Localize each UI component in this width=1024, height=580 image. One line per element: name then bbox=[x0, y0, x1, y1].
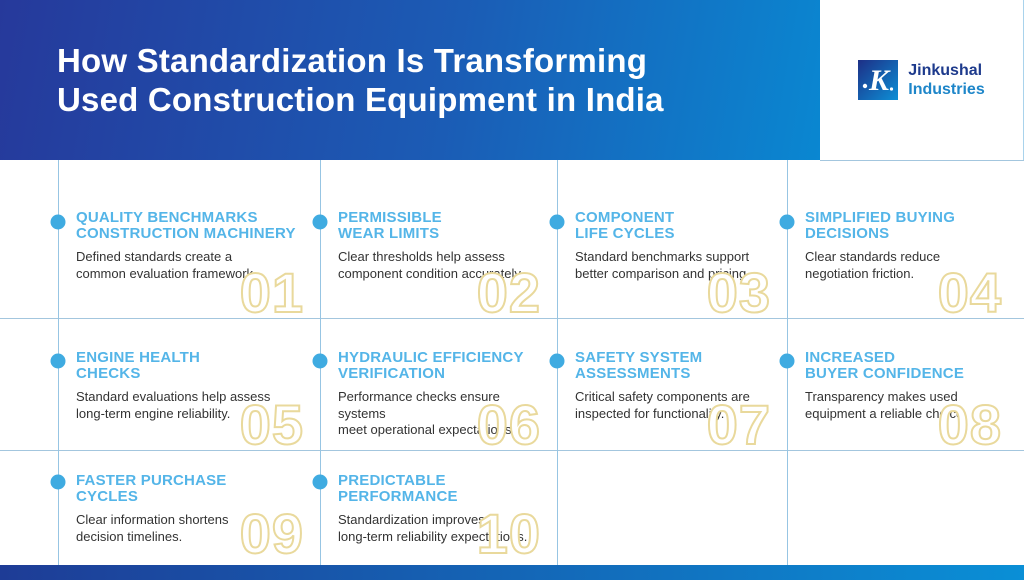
card-title: ENGINE HEALTH CHECKS bbox=[76, 349, 200, 382]
bullet-dot bbox=[779, 214, 795, 230]
grid-hline-row2 bbox=[0, 450, 1024, 451]
card-description: Performance checks ensure systems meet o… bbox=[338, 389, 516, 437]
card-quality-benchmarks: QUALITY BENCHMARKS CONSTRUCTION MACHINER… bbox=[58, 160, 320, 325]
card-number: 08 bbox=[937, 393, 1002, 457]
card-simplified-buying-decisions: SIMPLIFIED BUYING DECISIONS Clear standa… bbox=[787, 160, 1024, 325]
bullet-dot bbox=[50, 474, 66, 490]
card-number: 05 bbox=[239, 393, 304, 457]
card-title: COMPONENT LIFE CYCLES bbox=[575, 209, 675, 242]
card-increased-buyer-confidence: INCREASED BUYER CONFIDENCE Transparency … bbox=[787, 318, 1024, 457]
card-description: Clear thresholds help assess component c… bbox=[338, 249, 524, 281]
bullet-dot bbox=[312, 474, 328, 490]
page-title: How Standardization Is Transforming Used… bbox=[57, 42, 664, 118]
logo-dot-right bbox=[890, 87, 894, 91]
grid-hline-row1 bbox=[0, 318, 1024, 319]
bullet-dot bbox=[50, 353, 66, 369]
logo-dot-left bbox=[863, 83, 868, 89]
card-title: PERMISSIBLE WEAR LIMITS bbox=[338, 209, 442, 242]
card-number: 10 bbox=[476, 502, 541, 566]
card-number: 03 bbox=[706, 261, 771, 325]
bullet-dot bbox=[50, 214, 66, 230]
bottom-accent-bar bbox=[0, 565, 1024, 580]
logo-mark: K bbox=[858, 60, 899, 100]
card-description: Defined standards create a common evalua… bbox=[76, 249, 257, 281]
grid-hline-top bbox=[820, 160, 1024, 161]
card-number: 07 bbox=[706, 393, 771, 457]
logo-box: K Jinkushal Industries bbox=[820, 0, 1024, 160]
logo-square bbox=[858, 60, 899, 100]
card-number: 04 bbox=[937, 261, 1002, 325]
card-safety-system-assessments: SAFETY SYSTEM ASSESSMENTS Critical safet… bbox=[557, 318, 787, 457]
logo-name-line2: Industries bbox=[908, 81, 985, 98]
logo-name: Jinkushal Industries bbox=[908, 61, 984, 99]
logo-name-line1: Jinkushal bbox=[908, 62, 983, 79]
bullet-dot bbox=[549, 214, 565, 230]
card-title: PREDICTABLE PERFORMANCE bbox=[338, 472, 458, 505]
card-description: Clear standards reduce negotiation frict… bbox=[805, 249, 941, 281]
card-description: Standard evaluations help assess long-te… bbox=[76, 389, 271, 421]
card-faster-purchase-cycles: FASTER PURCHASE CYCLES Clear information… bbox=[58, 450, 320, 565]
card-title: QUALITY BENCHMARKS CONSTRUCTION MACHINER… bbox=[76, 209, 296, 242]
card-description: Critical safety components are inspected… bbox=[575, 389, 750, 421]
card-hydraulic-efficiency-verification: HYDRAULIC EFFICIENCY VERIFICATION Perfor… bbox=[320, 318, 557, 457]
card-number: 06 bbox=[476, 393, 541, 457]
card-title: SIMPLIFIED BUYING DECISIONS bbox=[805, 209, 956, 242]
card-number: 09 bbox=[239, 502, 304, 566]
logo-monogram: K bbox=[868, 64, 891, 97]
bullet-dot bbox=[549, 353, 565, 369]
bullet-dot bbox=[779, 353, 795, 369]
card-description: Transparency makes used equipment a reli… bbox=[805, 389, 967, 421]
card-title: SAFETY SYSTEM ASSESSMENTS bbox=[575, 349, 703, 382]
header-banner: How Standardization Is Transforming Used… bbox=[0, 0, 820, 160]
card-title: FASTER PURCHASE CYCLES bbox=[76, 472, 227, 505]
card-component-life-cycles: COMPONENT LIFE CYCLES Standard benchmark… bbox=[557, 160, 787, 325]
card-title: HYDRAULIC EFFICIENCY VERIFICATION bbox=[338, 349, 524, 382]
card-description: Standardization improves long-term relia… bbox=[338, 512, 528, 544]
bullet-dot bbox=[312, 353, 328, 369]
card-number: 02 bbox=[476, 261, 541, 325]
card-description: Standard benchmarks support better compa… bbox=[575, 249, 750, 281]
card-description: Clear information shortens decision time… bbox=[76, 512, 229, 544]
card-permissible-wear-limits: PERMISSIBLE WEAR LIMITS Clear thresholds… bbox=[320, 160, 557, 325]
card-predictable-performance: PREDICTABLE PERFORMANCE Standardization … bbox=[320, 450, 557, 565]
bullet-dot bbox=[312, 214, 328, 230]
card-title: INCREASED BUYER CONFIDENCE bbox=[805, 349, 965, 382]
card-number: 01 bbox=[239, 261, 304, 325]
card-engine-health-checks: ENGINE HEALTH CHECKS Standard evaluation… bbox=[58, 318, 320, 457]
